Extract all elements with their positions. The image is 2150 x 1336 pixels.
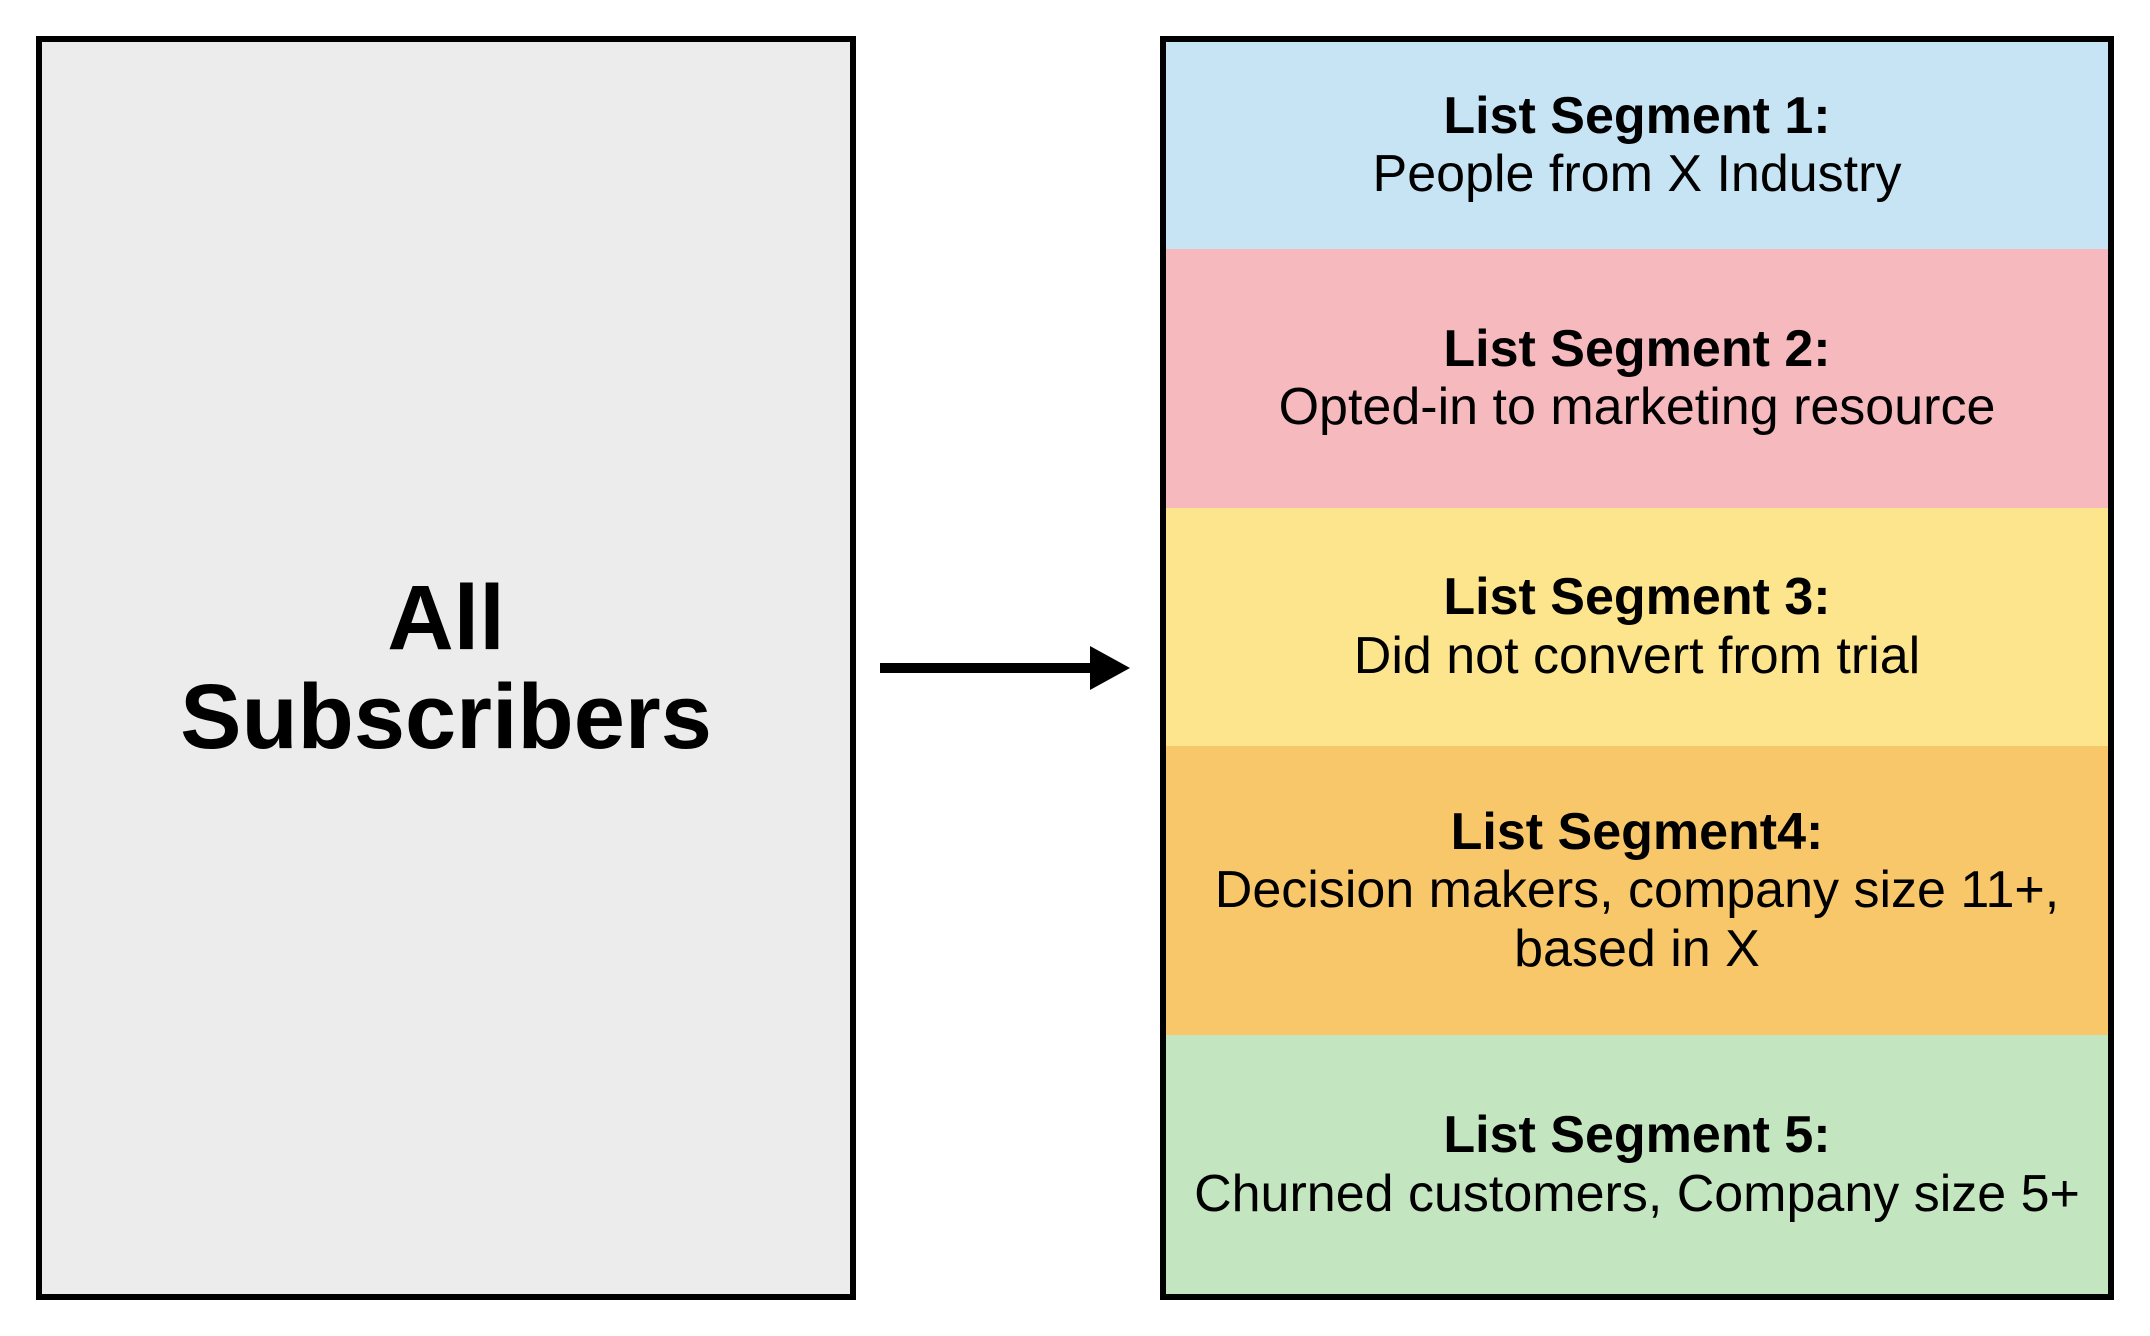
all-subscribers-line1: All — [387, 567, 505, 669]
segment-4: List Segment4:Decision makers, company s… — [1166, 746, 2108, 1036]
segment-1: List Segment 1:People from X Industry — [1166, 42, 2108, 249]
segment-3: List Segment 3:Did not convert from tria… — [1166, 508, 2108, 746]
segment-2: List Segment 2:Opted-in to marketing res… — [1166, 249, 2108, 508]
diagram-canvas: All Subscribers List Segment 1:People fr… — [0, 0, 2150, 1336]
segment-2-description: Opted-in to marketing resource — [1279, 378, 1996, 436]
arrow-icon — [876, 624, 1134, 712]
segment-1-title: List Segment 1: — [1443, 87, 1830, 145]
all-subscribers-label: All Subscribers — [180, 569, 712, 768]
segment-3-title: List Segment 3: — [1443, 568, 1830, 626]
segment-5: List Segment 5:Churned customers, Compan… — [1166, 1035, 2108, 1294]
segment-4-title: List Segment4: — [1451, 803, 1824, 861]
segment-1-description: People from X Industry — [1373, 145, 1902, 203]
segments-container: List Segment 1:People from X IndustryLis… — [1160, 36, 2114, 1300]
segment-3-description: Did not convert from trial — [1354, 627, 1920, 685]
segment-4-description: Decision makers, company size 11+, based… — [1186, 861, 2088, 977]
all-subscribers-box: All Subscribers — [36, 36, 856, 1300]
segment-5-description: Churned customers, Company size 5+ — [1194, 1165, 2080, 1223]
segment-2-title: List Segment 2: — [1443, 320, 1830, 378]
segment-5-title: List Segment 5: — [1443, 1106, 1830, 1164]
all-subscribers-line2: Subscribers — [180, 666, 712, 768]
